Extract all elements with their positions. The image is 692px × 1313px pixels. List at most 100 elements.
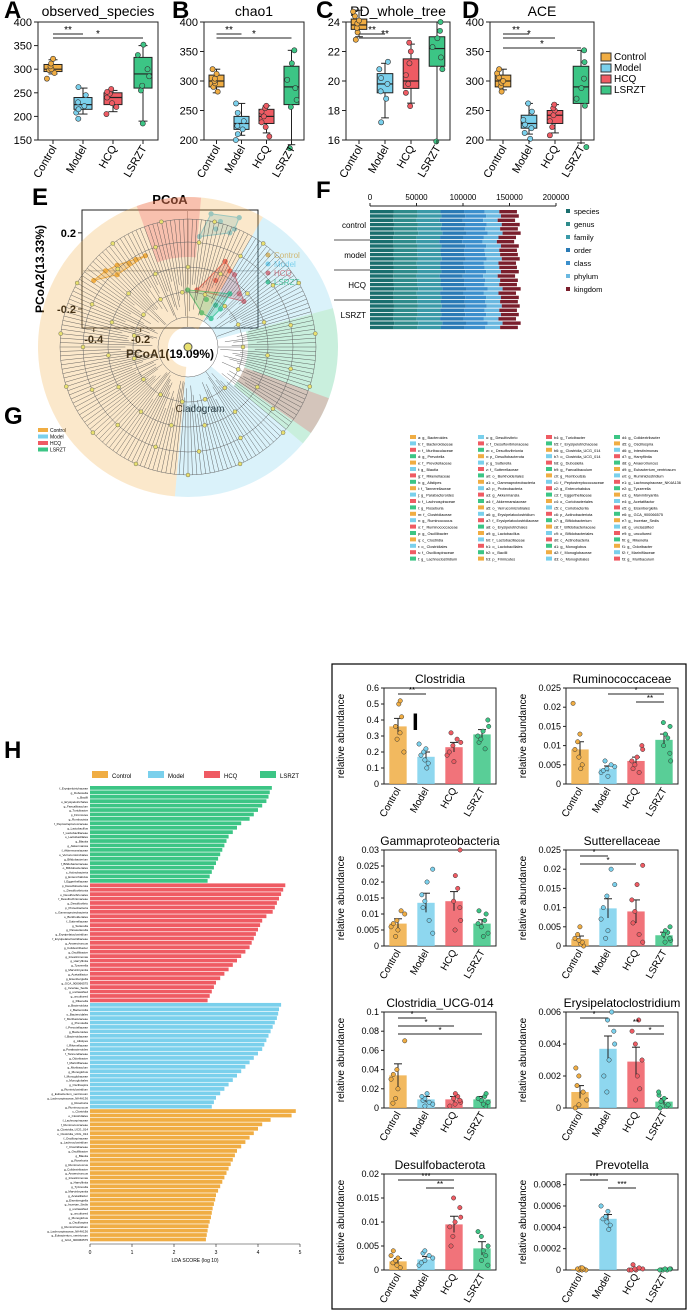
data-point [258, 108, 265, 115]
taxa-key-label: k: f_ Lachnospiraceae [418, 500, 455, 504]
data-point [479, 1257, 485, 1263]
stack-segment-class [465, 295, 487, 300]
stack-segment-kingdom [500, 278, 518, 282]
clade-branch [139, 228, 177, 320]
lda-taxon-label: g_Harryflintia [70, 1181, 88, 1185]
lda-taxon-label: g_Blautia [75, 840, 88, 844]
lda-taxon-label: g_Akkermansia [67, 844, 88, 848]
stack-segment-family [417, 214, 442, 218]
point-lsrzt [199, 310, 205, 316]
y-axis-label: relative abundance [336, 693, 347, 778]
y-axis-label: relative abundance [518, 693, 529, 778]
lda-taxon-label: g_Turicibacter [69, 809, 88, 813]
lda-taxon-label: c_Desulfovibrionia [63, 888, 88, 892]
lda-bar-lsrzt [90, 825, 237, 830]
data-point [584, 1097, 590, 1103]
lda-bar-model [90, 1056, 254, 1060]
y-tick-label: 200 [466, 135, 484, 147]
plot-frame [565, 1173, 679, 1271]
x-tick-label: Control [195, 144, 223, 181]
taxa-swatch [478, 531, 484, 535]
lda-bar-hcq [90, 901, 277, 905]
legend-swatch [148, 771, 164, 778]
clade-branch [204, 238, 256, 322]
taxa-swatch [546, 492, 552, 497]
chart-title: ACE [528, 3, 557, 19]
clade-node [202, 397, 208, 402]
stack-segment-kingdom [502, 231, 521, 235]
clade-branch [112, 243, 149, 294]
data-point [607, 1222, 613, 1228]
lda-bar-lsrzt [90, 861, 216, 866]
lda-bar-model [90, 1038, 267, 1043]
significance-label: * [592, 848, 595, 857]
x-tick-label: Control [560, 948, 586, 981]
y-axis-label: relative abundance [336, 855, 347, 940]
data-point [636, 1017, 642, 1023]
x-tick-label: LSRZT [644, 786, 669, 819]
lda-bar-model [90, 1082, 229, 1087]
clade-branch [89, 375, 154, 430]
y-tick-label: 0.025 [538, 845, 561, 855]
lda-taxon-label: c_Bacilli [77, 795, 88, 799]
clade-branch [131, 231, 158, 286]
legend-label: phylum [574, 272, 598, 281]
data-point [75, 106, 82, 113]
chart-title: Prevotella [595, 1158, 649, 1172]
data-point [640, 939, 646, 945]
y-tick-label: 0.006 [538, 1007, 561, 1017]
data-point [608, 866, 614, 872]
x-tick-label: Control [378, 1272, 404, 1305]
data-point [572, 935, 578, 941]
stack-segment-family [417, 308, 441, 312]
data-point [284, 76, 291, 83]
stack-segment-class [462, 274, 484, 278]
taxa-key-label: f2: f_ Marinifilaceae [622, 551, 655, 555]
stack-segment-class [464, 248, 485, 252]
data-point [429, 44, 436, 50]
taxa-swatch [614, 505, 620, 510]
data-point [438, 54, 444, 61]
panel-i4: Sutterellaceae 0 0.005 0.01 0.015 0.02 0.025 re… [518, 834, 679, 981]
lda-taxon-label: o_Bacteroidales [66, 1012, 88, 1016]
data-point [658, 1099, 664, 1105]
stack-segment-phylum [484, 282, 500, 287]
lda-bar-control [90, 1197, 216, 1202]
taxa-swatch [410, 556, 416, 561]
x-tick-label: Control [378, 1110, 404, 1143]
data-point [457, 1097, 463, 1103]
data-point [390, 1248, 396, 1254]
taxa-swatch [546, 447, 552, 452]
taxa-swatch [410, 550, 416, 555]
x-tick-label: 100000 [450, 193, 477, 202]
lda-taxon-label: f_Sutterellaceae [66, 919, 88, 923]
clade-branch [200, 221, 215, 288]
data-point [660, 720, 666, 726]
clade-node [240, 344, 246, 350]
stack-segment-genus [393, 235, 417, 240]
x-tick-label: 50000 [405, 193, 428, 202]
clade-node [89, 387, 95, 392]
stack-segment-genus [393, 270, 418, 274]
taxa-swatch [614, 467, 620, 471]
bar-hcq [445, 901, 463, 946]
panel-letter-e: E [32, 184, 48, 211]
panel-letter-d: D [462, 0, 479, 24]
clade-branch [228, 268, 289, 316]
lda-bar-hcq [90, 923, 261, 928]
significance-label: * [424, 1018, 427, 1027]
data-point [452, 1091, 458, 1097]
lda-bar-control [90, 1109, 296, 1113]
clade-branch [60, 349, 121, 352]
x-tick-label: 200000 [543, 193, 570, 202]
stack-segment-class [463, 261, 484, 265]
clade-branch [69, 298, 126, 322]
lda-taxon-label: g_Intestinimonas [65, 1176, 88, 1180]
y-tick-label: 0.002 [538, 1071, 561, 1081]
clade-branch [77, 282, 132, 315]
lda-taxon-label: g_Eisenbergiella [66, 1198, 89, 1202]
data-point [397, 1265, 403, 1271]
stack-segment-phylum [483, 274, 498, 278]
significance-label: ** [633, 1018, 639, 1027]
